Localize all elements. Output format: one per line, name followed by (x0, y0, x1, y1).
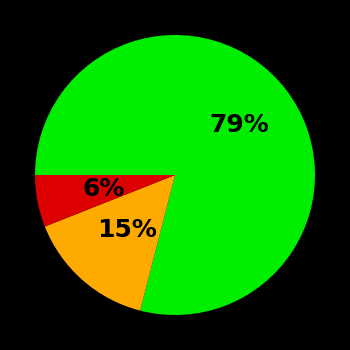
Text: 15%: 15% (97, 218, 157, 241)
Wedge shape (35, 35, 315, 315)
Text: 79%: 79% (209, 113, 269, 137)
Wedge shape (35, 175, 175, 226)
Text: 6%: 6% (82, 177, 125, 201)
Wedge shape (45, 175, 175, 310)
